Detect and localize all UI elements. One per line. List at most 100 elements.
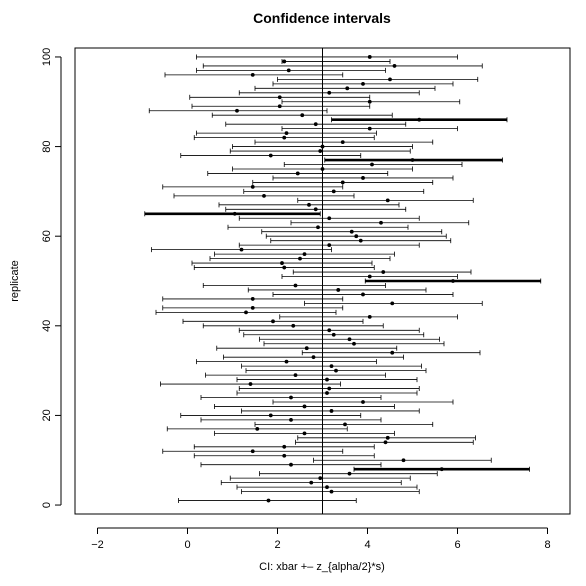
interval-82 <box>193 135 375 141</box>
interval-center-point <box>367 314 372 319</box>
interval-77 <box>324 157 503 163</box>
interval-center-point <box>367 126 372 131</box>
interval-70 <box>243 188 425 194</box>
y-tick-label: 100 <box>41 48 53 66</box>
interval-87 <box>211 112 393 118</box>
interval-89 <box>191 103 371 109</box>
interval-center-point <box>390 350 395 355</box>
interval-41 <box>182 318 364 324</box>
interval-center-point <box>282 453 287 458</box>
interval-center-point <box>271 319 275 324</box>
interval-center-point <box>316 225 320 230</box>
interval-50 <box>364 278 542 284</box>
interval-center-point <box>327 386 332 391</box>
interval-47 <box>272 291 454 297</box>
interval-53 <box>193 265 375 271</box>
interval-37 <box>259 336 440 342</box>
interval-81 <box>254 139 434 145</box>
interval-center-point <box>280 261 284 265</box>
interval-26 <box>238 386 420 392</box>
interval-62 <box>227 224 409 230</box>
interval-16 <box>214 430 395 436</box>
interval-center-point <box>361 81 365 86</box>
interval-center-point <box>298 256 302 261</box>
interval-center-point <box>327 243 332 248</box>
interval-center-point <box>309 480 314 485</box>
interval-center-point <box>307 202 311 207</box>
interval-83 <box>196 130 377 136</box>
interval-33 <box>223 354 404 360</box>
interval-46 <box>162 296 344 302</box>
interval-center-point <box>361 400 365 404</box>
interval-center-point <box>401 458 406 463</box>
interval-center-point <box>361 176 365 180</box>
interval-55 <box>209 256 391 262</box>
interval-center-point <box>313 207 318 212</box>
interval-4 <box>236 484 418 490</box>
interval-27 <box>160 381 341 387</box>
interval-center-point <box>417 117 422 122</box>
interval-center-point <box>295 171 300 176</box>
interval-center-point <box>282 59 287 64</box>
intervals-layer <box>144 54 542 504</box>
interval-center-point <box>255 426 260 431</box>
interval-21 <box>241 408 420 414</box>
interval-center-point <box>385 198 390 203</box>
interval-center-point <box>302 431 307 436</box>
interval-center-point <box>244 310 248 315</box>
interval-61 <box>261 229 443 235</box>
interval-34 <box>301 350 481 356</box>
interval-65 <box>144 211 321 217</box>
interval-18 <box>254 421 434 427</box>
interval-center-point <box>361 292 365 297</box>
interval-center-point <box>277 95 282 100</box>
interval-94 <box>272 81 454 87</box>
interval-31 <box>241 363 422 369</box>
interval-center-point <box>239 247 244 252</box>
interval-center-point <box>302 404 307 409</box>
interval-88 <box>148 108 328 114</box>
interval-center-point <box>235 108 239 113</box>
interval-85 <box>225 121 407 127</box>
interval-center-point <box>266 498 271 503</box>
interval-center-point <box>331 332 336 337</box>
interval-5 <box>220 480 402 486</box>
interval-center-point <box>349 229 354 234</box>
interval-center-point <box>250 185 255 189</box>
interval-99 <box>281 58 391 64</box>
interval-center-point <box>291 323 296 328</box>
interval-38 <box>243 332 425 338</box>
interval-center-point <box>385 435 390 440</box>
interval-center-point <box>340 140 345 144</box>
interval-center-point <box>439 467 444 472</box>
interval-8 <box>353 466 530 472</box>
interval-86 <box>331 117 508 123</box>
interval-center-point <box>268 413 273 418</box>
interval-center-point <box>284 359 289 364</box>
x-tick-label: 8 <box>544 539 550 551</box>
interval-center-point <box>383 440 388 445</box>
interval-center-point <box>343 422 347 427</box>
interval-32 <box>196 359 377 365</box>
interval-center-point <box>367 99 372 104</box>
x-tick-label: 6 <box>454 539 460 551</box>
y-tick-label: 60 <box>41 230 53 242</box>
interval-45 <box>304 300 483 306</box>
interval-7 <box>259 471 438 477</box>
interval-95 <box>277 76 479 82</box>
interval-center-point <box>286 68 291 73</box>
chart-title: Confidence intervals <box>253 10 391 26</box>
interval-center-point <box>284 131 289 136</box>
interval-center-point <box>347 471 352 476</box>
interval-52 <box>292 269 472 275</box>
x-tick-label: 4 <box>364 539 370 551</box>
interval-center-point <box>336 288 341 292</box>
interval-center-point <box>250 305 255 310</box>
interval-center-point <box>390 301 395 306</box>
interval-48 <box>247 287 427 293</box>
interval-center-point <box>370 162 374 167</box>
interval-center-point <box>293 373 298 377</box>
interval-39 <box>238 327 420 333</box>
interval-center-point <box>302 252 307 257</box>
interval-36 <box>263 341 445 347</box>
